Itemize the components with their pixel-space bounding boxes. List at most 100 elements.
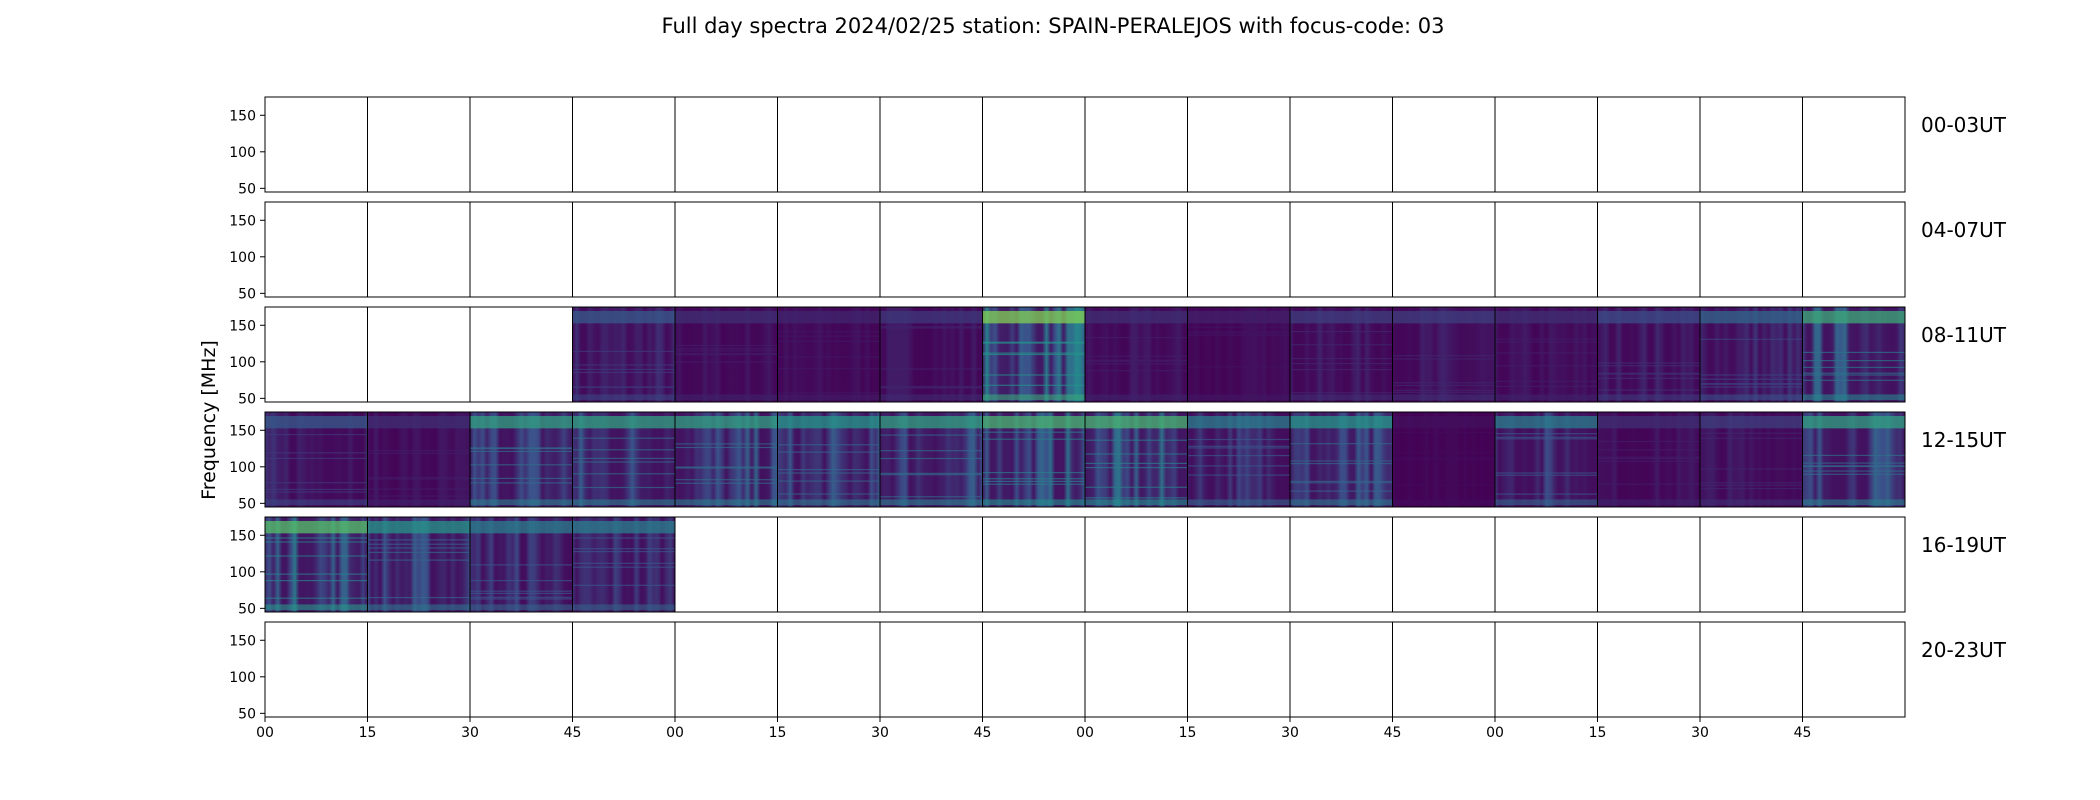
rfi-line [470,592,573,594]
rfi-line [1495,474,1598,476]
rfi-line [265,488,368,490]
panel-frame [1084,621,1188,718]
low-freq-band [777,394,880,401]
spectrum-panel [1084,201,1188,298]
rfi-line [1597,440,1700,443]
spectrum-panel [367,201,471,298]
rfi-line [1085,359,1188,361]
x-axis: 00 15 30 45 00 15 30 45 00 15 30 45 00 15 30 45 [256,717,1811,741]
spectrum-panel [1802,96,1906,193]
spectrum-panel [1392,621,1496,718]
low-freq-band [367,604,470,611]
rfi-line [265,452,368,454]
rfi-line [1700,432,1803,434]
panel-rows: 150 100 50 00-03UT 150 100 50 04-07UT 150 100 50 08… [229,96,2007,722]
rfi-line [572,386,675,388]
rfi-line [1802,374,1905,376]
rfi-line [982,431,1085,433]
rfi-line [1290,460,1393,462]
rfi-line [1085,337,1188,339]
spectrum-panel [367,516,471,613]
rfi-line [265,434,368,436]
rfi-line [572,486,675,489]
low-freq-band [265,499,368,506]
high-freq-band [777,416,880,429]
spectrum-panel [1187,621,1291,718]
spectrum-panel [1289,621,1393,718]
rfi-line [1187,465,1290,467]
spectrum-panel [1187,96,1291,193]
rfi-line [572,368,675,370]
high-freq-band [1597,311,1700,324]
high-freq-band [1700,416,1803,429]
rfi-line [1290,443,1393,445]
low-freq-band [1700,394,1803,401]
spectrum-panel [777,201,881,298]
spectrum-panel [1699,306,1803,403]
rfi-line [1290,482,1393,484]
low-freq-band [572,394,675,401]
low-freq-band [1597,394,1700,401]
rfi-line [265,580,368,582]
panel-frame [879,96,983,193]
panel-frame [1802,306,1906,403]
x-tick-label: 30 [1691,725,1709,741]
spectrum-panel [1084,411,1188,508]
spectrum-panel [1289,96,1393,193]
high-freq-band [982,311,1085,324]
rfi-line [1187,326,1290,328]
panel-frame [1289,96,1393,193]
panel-frame [1187,621,1291,718]
y-tick-label: 100 [229,250,256,266]
spectrum-panel [1597,306,1701,403]
row-00-03UT: 150 100 50 00-03UT [229,96,2007,197]
spectrum-panel [264,306,368,403]
spectrum-panel [1597,621,1701,718]
high-freq-band [675,311,778,324]
rfi-line [367,495,470,497]
y-tick-label: 100 [229,565,256,581]
spectrum-panel [469,96,573,193]
panel-frame [1289,621,1393,718]
spectrum-panel [1392,96,1496,193]
rfi-line [1802,360,1905,362]
rfi-line [470,464,573,466]
rfi-line [1187,331,1290,333]
rfi-line [1700,488,1803,490]
spectrum-panel [1392,411,1496,508]
spectrum-panel [1494,516,1598,613]
rfi-line [367,477,470,479]
rfi-line [1495,365,1598,367]
x-tick-label: 00 [256,725,274,741]
spectrum-panel [1802,621,1906,718]
rfi-line [572,548,675,550]
panel-frame [1699,96,1803,193]
spectrum-panel [264,201,368,298]
rfi-line [572,350,675,352]
rfi-line [1085,355,1188,357]
rfi-line [777,335,880,337]
spectrum-panel [879,621,983,718]
rfi-line [982,342,1085,344]
rfi-line [367,551,470,553]
x-tick-label: 45 [1384,725,1402,741]
spectrum-panel [264,516,368,613]
panel-frame [469,96,573,193]
high-freq-band [880,311,983,324]
spectrum-panel [469,411,573,508]
low-freq-band [1290,394,1393,401]
rfi-line [1597,460,1700,462]
rfi-line [982,352,1085,354]
row-label: 20-23UT [1921,638,2007,662]
rfi-line [777,451,880,453]
spectrum-panel [572,201,676,298]
y-tick-label: 150 [229,633,256,649]
rfi-line [1700,374,1803,376]
x-tick-label: 45 [974,725,992,741]
spectrum-panel [1802,201,1906,298]
rfi-line [1392,458,1495,460]
x-tick-label: 00 [1076,725,1094,741]
panel-frame [264,621,368,718]
spectrum-panel [572,411,676,508]
